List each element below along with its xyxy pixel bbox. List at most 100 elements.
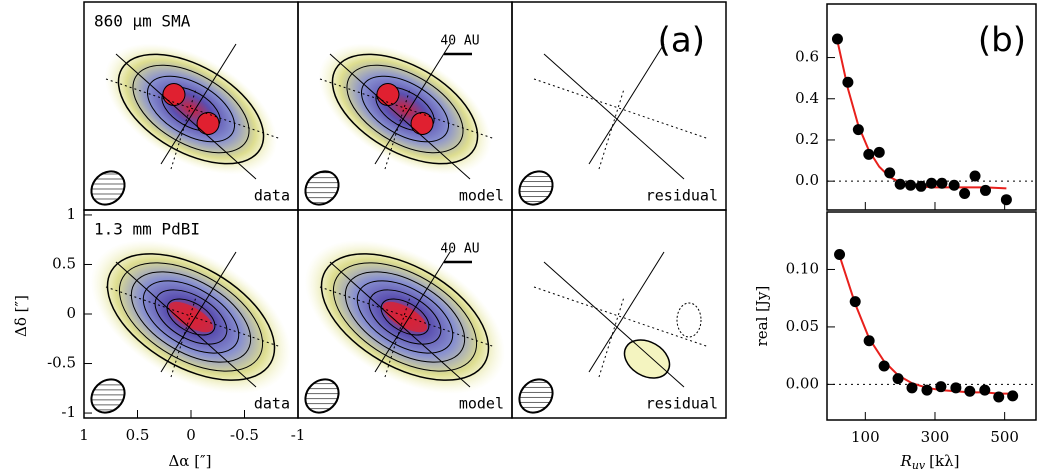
data-point [831,33,843,45]
y-tick-label: 0.05 [786,317,819,335]
axis-line [374,43,451,165]
contour [356,280,454,354]
data-point [878,360,890,372]
x-axis-label-unit: [kλ] [929,452,959,470]
contour [118,262,264,372]
y-axis-label: real [Jy] [753,286,771,347]
axis-line [160,43,237,165]
image-panel: model 40 AU [297,209,513,419]
x-tick-label: 300 [921,428,950,446]
axis-line [598,88,625,170]
data-point [863,148,875,160]
panel-caption: data [254,395,290,413]
contour [106,253,276,381]
x-axis-label: Δα [″] [168,452,211,470]
emission [104,43,278,175]
data-point [905,179,917,191]
data-point [834,249,846,261]
axis-line [105,286,282,348]
x-tick-label: 500 [990,428,1019,446]
axis-line [170,88,197,170]
image-panel: residual [511,209,727,419]
data-point [926,177,937,189]
axis-line [170,296,197,378]
y-tick-label: 0.5 [52,254,76,272]
x-tick-label: 100 [851,428,880,446]
contour [332,262,478,372]
beam [304,170,340,206]
contour [320,253,490,381]
axis-line [329,261,471,388]
peak [382,301,428,333]
axis-line [384,88,411,170]
y-tick-label: 0.00 [786,374,819,392]
y-tick-label: 0.6 [795,48,819,66]
plot-frame [826,3,1037,211]
y-axis-label: Δδ [″] [12,295,30,337]
contour [676,302,702,338]
model-line [838,255,1013,395]
axis-line [115,53,257,180]
data-point [979,184,991,196]
image-panel: data 860 μm SMA [83,1,299,211]
x-axis-label: Ruv [kλ] [900,452,960,472]
axis-line [543,261,685,388]
panel-label: (b) [978,21,1026,61]
panel-caption: residual [646,187,718,205]
panel-caption: model [459,395,504,413]
contour [623,339,671,379]
scale-bar-label: 40 AU [440,34,479,49]
contour [132,64,250,154]
image-panel: model 40 AU [297,1,513,211]
row-label: 1.3 mm PdBI [94,220,200,239]
x-tick-label: 0.5 [126,426,150,444]
axis-line [533,78,710,140]
axis-line [329,53,471,180]
image-panel: data 1.3 mm PdBI [83,209,299,419]
data-point [915,180,927,192]
scale-bar-label: 40 AU [440,242,479,257]
data-point [921,384,933,396]
data-point [842,76,854,88]
axis-line [105,78,282,140]
x-axis-label-sub: uv [912,459,926,472]
y-tick-label: 0.4 [795,89,819,107]
contour [130,271,252,363]
contour [346,64,464,154]
panel-label: (a) [658,21,705,61]
data-point [906,382,918,394]
row-label: 860 μm SMA [94,12,191,31]
x-tick-label: -1 [291,426,306,444]
y-tick-label: 0.2 [795,130,819,148]
data-point [852,124,864,136]
data-point [969,170,981,182]
data-point [1000,194,1012,206]
contour [166,298,216,336]
data-point [1007,390,1019,402]
axis-line [115,261,257,388]
y-tick-label: 1 [66,205,76,223]
data-point [873,146,885,158]
data-point [964,385,976,397]
axis-line [319,286,496,348]
y-tick-label: 0 [66,304,76,322]
data-point [892,373,904,385]
y-tick-label: 0.10 [786,259,819,277]
contour [154,289,228,345]
data-point [979,384,991,396]
contour [142,280,240,354]
image-panel: residual [511,1,727,211]
data-point [948,179,960,191]
data-point [894,178,906,190]
data-point [863,335,875,347]
data-point [849,296,861,308]
contour [344,271,466,363]
beam [518,170,554,206]
panel-caption: residual [646,395,718,413]
panel-caption: model [459,187,504,205]
beam [518,378,554,414]
beam [90,378,126,414]
data-point [959,188,971,200]
beam [90,170,126,206]
